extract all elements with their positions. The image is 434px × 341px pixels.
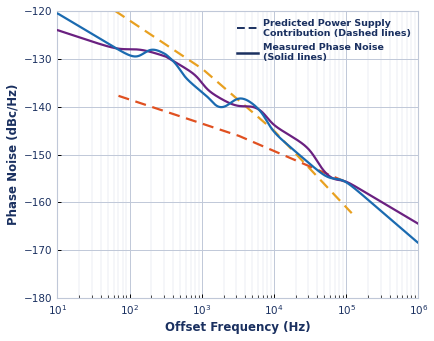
X-axis label: Offset Frequency (Hz): Offset Frequency (Hz) bbox=[165, 321, 310, 334]
Y-axis label: Phase Noise (dBc/Hz): Phase Noise (dBc/Hz) bbox=[7, 84, 20, 225]
Legend: Predicted Power Supply
Contribution (Dashed lines), Measured Phase Noise
(Solid : Predicted Power Supply Contribution (Das… bbox=[234, 16, 413, 65]
